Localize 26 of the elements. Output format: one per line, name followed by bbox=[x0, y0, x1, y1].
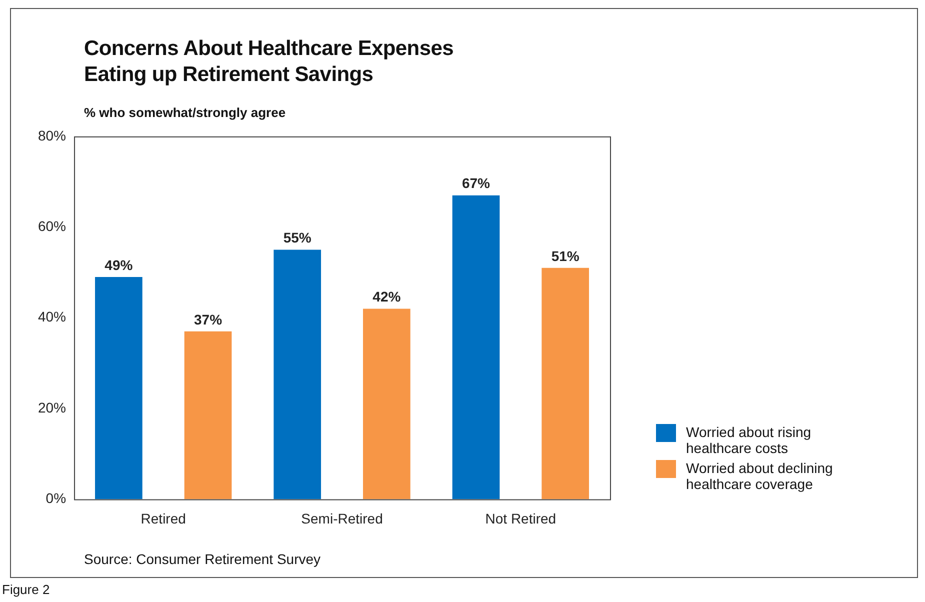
y-tick-label: 40% bbox=[38, 308, 66, 325]
bar bbox=[274, 250, 322, 500]
bar bbox=[452, 195, 500, 500]
x-tick-label: Not Retired bbox=[485, 510, 556, 526]
chart-title: Concerns About Healthcare Expenses Eating up Retirement Savings bbox=[84, 36, 454, 88]
x-tick-label: Semi-Retired bbox=[301, 510, 383, 526]
x-tick-label: Retired bbox=[140, 510, 186, 526]
legend-label: Worried about declining healthcare coverage bbox=[686, 460, 834, 492]
data-label: 42% bbox=[372, 288, 402, 305]
bar bbox=[184, 331, 232, 500]
y-tick-label: 80% bbox=[38, 127, 66, 144]
caption: Figure 2 bbox=[2, 582, 50, 597]
chart-subtitle: % who somewhat/strongly agree bbox=[84, 105, 286, 120]
bar bbox=[363, 308, 410, 500]
data-label: 51% bbox=[551, 248, 580, 264]
legend-label: Worried about rising healthcare costs bbox=[686, 424, 812, 456]
source-note: Source: Consumer Retirement Survey bbox=[84, 551, 321, 567]
y-tick-label: 20% bbox=[38, 399, 66, 416]
data-label: 49% bbox=[104, 256, 134, 273]
y-tick-label: 0% bbox=[46, 490, 66, 506]
data-label: 67% bbox=[462, 175, 491, 192]
y-tick-label: 60% bbox=[38, 218, 66, 234]
data-label: 55% bbox=[283, 230, 312, 246]
bar bbox=[542, 268, 590, 500]
data-label: 37% bbox=[194, 311, 223, 328]
bar bbox=[95, 276, 142, 500]
